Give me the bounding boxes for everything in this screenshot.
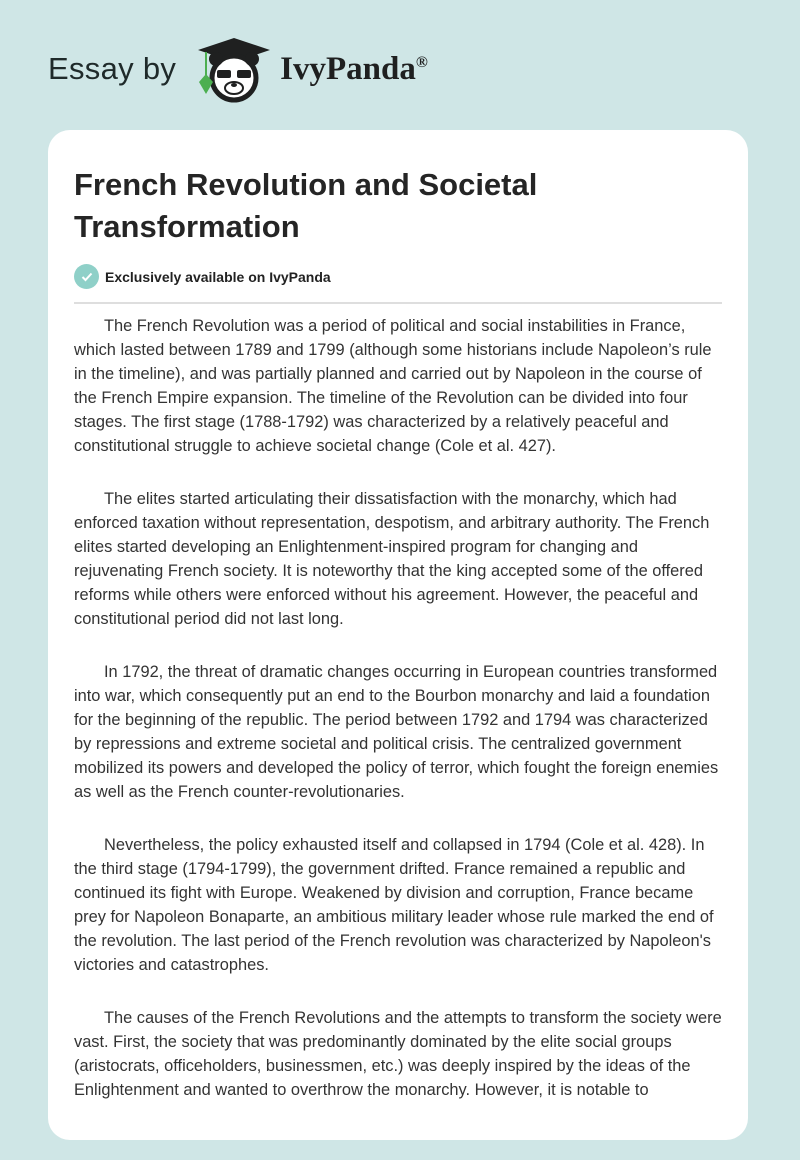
panda-graduate-icon — [198, 38, 271, 103]
paragraph: Nevertheless, the policy exhausted itsel… — [74, 836, 714, 974]
check-icon — [74, 264, 99, 289]
essay-card: French Revolution and Societal Transform… — [48, 130, 748, 1140]
badge-label: Exclusively available on IvyPanda — [105, 268, 331, 285]
page-title: French Revolution and Societal Transform… — [74, 167, 538, 244]
paragraph: The causes of the French Revolutions and… — [74, 1009, 722, 1099]
registered-mark: ® — [415, 53, 428, 71]
paragraph: In 1792, the threat of dramatic changes … — [74, 663, 719, 801]
site-header: Essay by IvyPanda® — [48, 34, 428, 104]
paragraph: The French Revolution was a period of po… — [74, 317, 712, 455]
essay-body: The French Revolution was a period of po… — [74, 314, 726, 1131]
divider — [74, 302, 722, 304]
essay-by-label: Essay by — [48, 51, 177, 86]
brand-text: IvyPanda — [280, 50, 416, 87]
paragraph: The elites started articulating their di… — [74, 490, 710, 628]
ivypanda-logo[interactable]: IvyPanda® — [194, 34, 428, 104]
exclusive-badge: Exclusively available on IvyPanda — [74, 264, 331, 289]
brand-name: IvyPanda® — [280, 51, 428, 88]
